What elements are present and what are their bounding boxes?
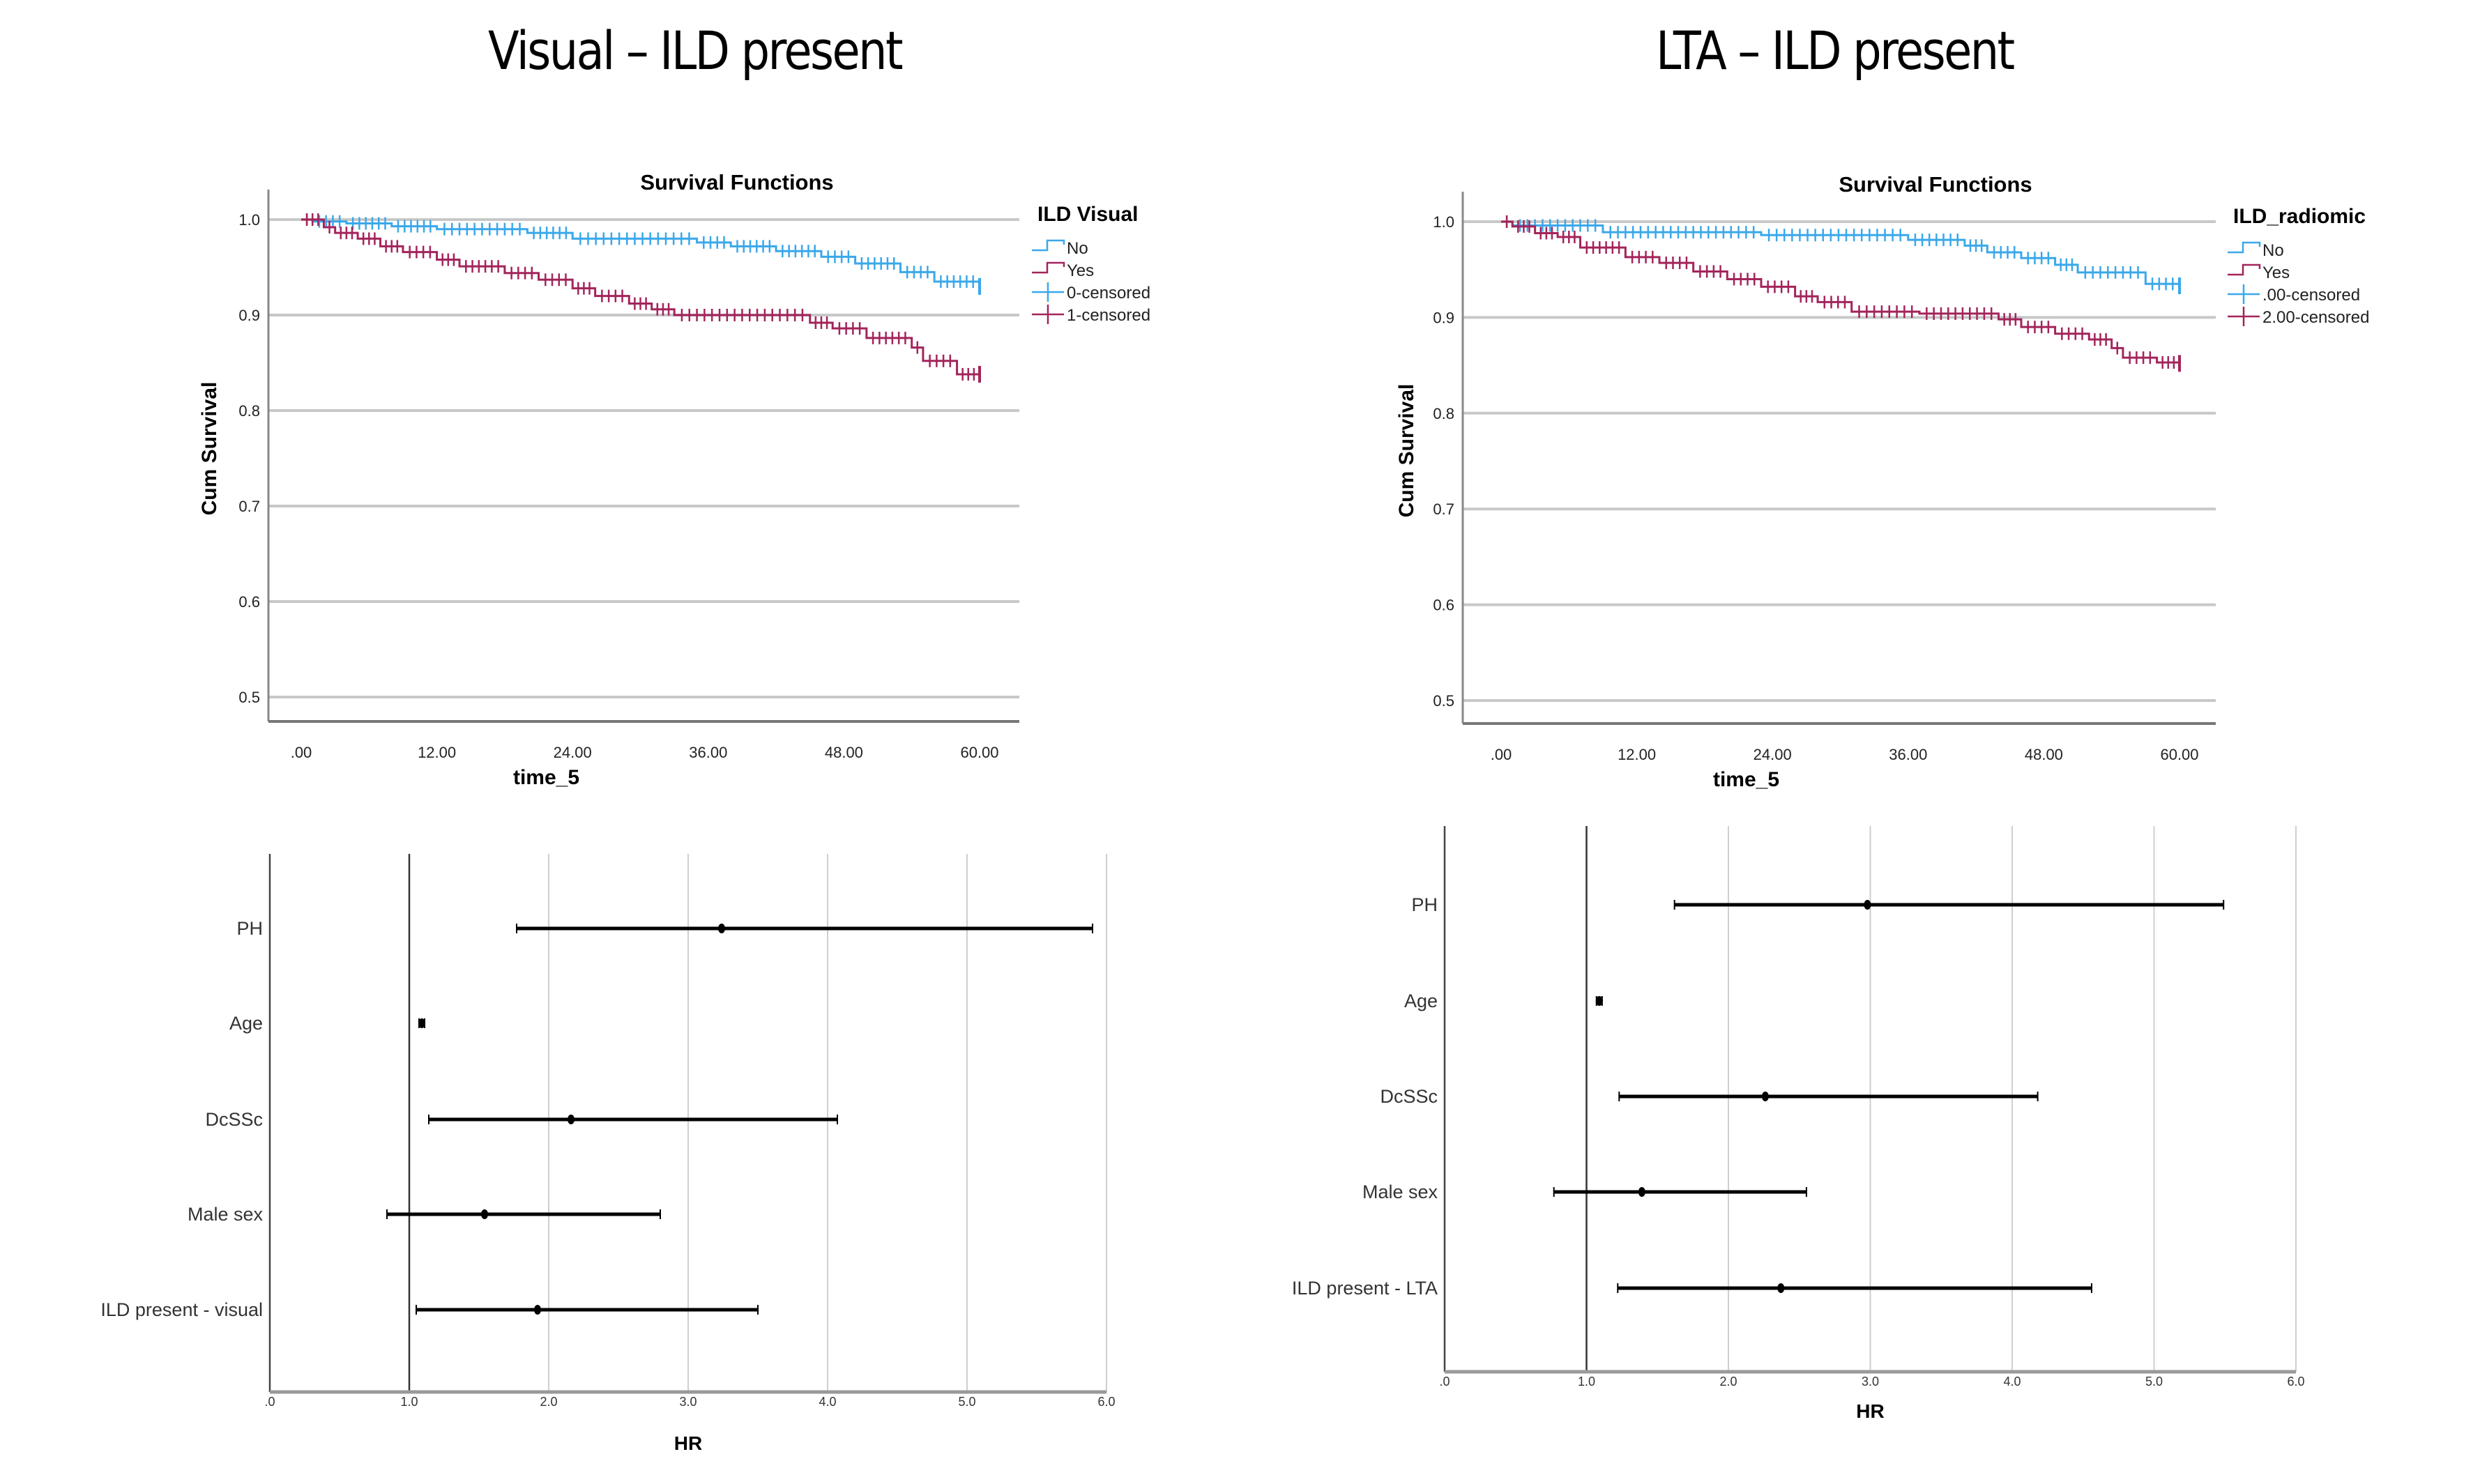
x-tick-label: 48.00 bbox=[825, 744, 863, 761]
x-axis-label: HR bbox=[674, 1432, 702, 1454]
x-tick-label: 24.00 bbox=[554, 744, 592, 761]
x-axis-label: HR bbox=[1856, 1400, 1884, 1422]
y-tick-label: 0.9 bbox=[1433, 309, 1454, 326]
x-tick-label: 6.0 bbox=[2287, 1375, 2304, 1389]
row-label: PH bbox=[236, 918, 263, 939]
survival-curve-yes bbox=[1501, 220, 2181, 364]
y-tick-label: 0.9 bbox=[238, 307, 260, 324]
row-label: PH bbox=[1411, 894, 1438, 915]
x-tick-label: .00 bbox=[291, 744, 312, 761]
x-tick-label: .0 bbox=[264, 1395, 275, 1409]
y-tick-label: 0.8 bbox=[1433, 405, 1454, 422]
legend-entry: Yes bbox=[1067, 261, 1094, 280]
hr-point bbox=[418, 1018, 425, 1028]
hr-point bbox=[534, 1305, 541, 1315]
legend-step-icon bbox=[1032, 261, 1065, 274]
survival-curve-no bbox=[1501, 220, 2181, 286]
x-tick-label: .00 bbox=[1491, 746, 1512, 763]
x-tick-label: 12.00 bbox=[1618, 746, 1656, 763]
survival-curve-yes bbox=[301, 218, 980, 376]
legend-title: ILD Visual bbox=[1037, 203, 1139, 226]
hr-point bbox=[1638, 1187, 1645, 1197]
legend-entry: No bbox=[2262, 241, 2284, 260]
x-axis-label: time_5 bbox=[513, 766, 579, 789]
legend-title: ILD_radiomic bbox=[2233, 205, 2366, 228]
km-chart-visual: Survival Functions 0.5 0.6 0.7 0.8 0.9 1.0 .00 1… bbox=[198, 170, 1150, 789]
x-axis-label: time_5 bbox=[1713, 768, 1779, 791]
row-label: DcSSc bbox=[1380, 1086, 1438, 1107]
x-tick-label: 36.00 bbox=[1889, 746, 1927, 763]
hr-point bbox=[568, 1115, 575, 1124]
row-label: DcSSc bbox=[205, 1109, 263, 1130]
x-tick-label: 3.0 bbox=[679, 1395, 697, 1409]
x-tick-label: 3.0 bbox=[1862, 1375, 1879, 1389]
legend: ILD_radiomic No Yes .00-censored 2.00-censor… bbox=[2228, 205, 2369, 327]
legend-step-icon bbox=[2228, 241, 2261, 254]
hr-point bbox=[1595, 996, 1603, 1006]
y-axis-label: Cum Survival bbox=[1395, 384, 1418, 518]
y-axis-label: Cum Survival bbox=[198, 382, 221, 516]
chart-title: Survival Functions bbox=[1839, 172, 2032, 197]
hr-point bbox=[1777, 1283, 1785, 1293]
x-tick-label: 6.0 bbox=[1097, 1395, 1115, 1409]
x-tick-label: 60.00 bbox=[960, 744, 998, 761]
row-label: Age bbox=[229, 1013, 263, 1034]
x-tick-label: 36.00 bbox=[689, 744, 727, 761]
row-label: Male sex bbox=[1362, 1181, 1438, 1202]
legend-step-icon bbox=[1032, 239, 1065, 252]
legend: ILD Visual No Yes 0-censored 1-censored bbox=[1032, 203, 1150, 325]
chart-title: Survival Functions bbox=[640, 170, 833, 194]
legend-entry: 2.00-censored bbox=[2262, 308, 2369, 327]
hr-point bbox=[718, 924, 725, 933]
x-tick-label: 48.00 bbox=[2025, 746, 2063, 763]
x-tick-label: 1.0 bbox=[1578, 1375, 1595, 1389]
x-tick-label: 12.00 bbox=[418, 744, 456, 761]
x-tick-label: 1.0 bbox=[400, 1395, 418, 1409]
legend-entry: 1-censored bbox=[1067, 306, 1150, 325]
row-label: Male sex bbox=[188, 1204, 264, 1225]
forest-plot-lta: .0 1.0 2.0 3.0 4.0 5.0 6.0 HR PH Age DcSSc Male sex… bbox=[1292, 826, 2305, 1422]
x-tick-label: 4.0 bbox=[2003, 1375, 2021, 1389]
km-chart-lta: Survival Functions 0.5 0.6 0.7 0.8 0.9 1.0 .00 1… bbox=[1395, 172, 2369, 791]
row-label: ILD present - LTA bbox=[1292, 1278, 1438, 1299]
x-tick-label: 4.0 bbox=[819, 1395, 836, 1409]
y-tick-label: 0.7 bbox=[1433, 500, 1454, 518]
legend-entry: Yes bbox=[2262, 263, 2290, 282]
y-tick-label: 0.5 bbox=[238, 689, 260, 706]
survival-curve-no bbox=[301, 218, 981, 286]
legend-entry: No bbox=[1067, 239, 1088, 258]
y-tick-label: 0.5 bbox=[1433, 692, 1454, 710]
legend-entry: .00-censored bbox=[2262, 286, 2360, 305]
legend-step-icon bbox=[2228, 263, 2261, 276]
panel-title-visual: Visual – ILD present bbox=[488, 20, 904, 82]
y-tick-label: 1.0 bbox=[1433, 213, 1454, 231]
row-label: ILD present - visual bbox=[100, 1299, 263, 1320]
hr-point bbox=[1864, 900, 1871, 910]
x-tick-label: 5.0 bbox=[958, 1395, 975, 1409]
x-tick-label: 5.0 bbox=[2145, 1375, 2163, 1389]
hr-point bbox=[1761, 1092, 1769, 1101]
y-tick-label: 1.0 bbox=[238, 211, 260, 229]
y-tick-label: 0.7 bbox=[238, 498, 260, 515]
x-tick-label: 2.0 bbox=[540, 1395, 557, 1409]
y-tick-label: 0.6 bbox=[1433, 597, 1454, 614]
x-tick-label: 2.0 bbox=[1719, 1375, 1737, 1389]
hr-point bbox=[481, 1209, 488, 1219]
panel-title-lta: LTA – ILD present bbox=[1656, 20, 2015, 82]
y-tick-label: 0.8 bbox=[238, 402, 260, 420]
x-tick-label: 24.00 bbox=[1754, 746, 1792, 763]
forest-plot-visual: .0 1.0 2.0 3.0 4.0 5.0 6.0 HR PH Age DcSSc Male sex… bbox=[100, 854, 1116, 1454]
y-tick-label: 0.6 bbox=[238, 593, 260, 611]
row-label: Age bbox=[1404, 990, 1438, 1011]
legend-entry: 0-censored bbox=[1067, 284, 1150, 303]
x-tick-label: .0 bbox=[1439, 1375, 1450, 1389]
x-tick-label: 60.00 bbox=[2160, 746, 2198, 763]
